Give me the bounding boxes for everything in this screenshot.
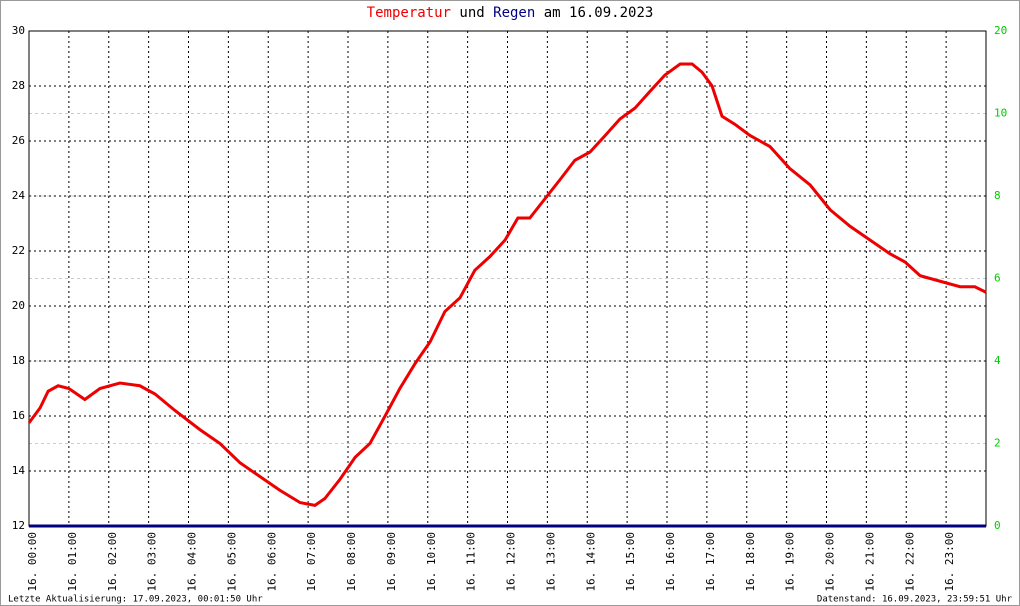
y2-tick-label: 20 (994, 24, 1007, 37)
title-text: am 16.09.2023 (544, 5, 654, 21)
x-tick-label: 16. 10:00 (425, 532, 438, 592)
x-tick-label: 16. 20:00 (824, 532, 837, 592)
y-tick-label: 24 (12, 189, 26, 202)
y2-tick-label: 6 (994, 272, 1001, 285)
footer-left: Letzte Aktualisierung: 17.09.2023, 00:01… (8, 595, 263, 605)
x-tick-label: 16. 17:00 (704, 532, 717, 592)
y-tick-label: 16 (12, 409, 25, 422)
x-tick-label: 16. 01:00 (66, 532, 79, 592)
y2-tick-label: 10 (994, 107, 1007, 120)
x-tick-label: 16. 21:00 (863, 532, 876, 592)
y-tick-label: 12 (12, 519, 25, 532)
y-tick-label: 14 (12, 464, 26, 477)
title-series: Temperatur (367, 5, 451, 21)
x-tick-label: 16. 23:00 (943, 532, 956, 592)
x-tick-label: 16. 22:00 (903, 532, 916, 592)
x-tick-label: 16. 19:00 (784, 532, 797, 592)
y2-tick-label: 4 (994, 354, 1001, 367)
title-text: und (459, 5, 484, 21)
x-tick-label: 16. 06:00 (265, 532, 278, 592)
x-tick-label: 16. 14:00 (584, 532, 597, 592)
footer-right: Datenstand: 16.09.2023, 23:59:51 Uhr (817, 595, 1013, 605)
x-tick-label: 16. 15:00 (624, 532, 637, 592)
y-tick-label: 30 (12, 24, 25, 37)
chart-title: Temperatur und Regen am 16.09.2023 (367, 5, 654, 21)
x-tick-label: 16. 03:00 (146, 532, 159, 592)
x-tick-label: 16. 04:00 (186, 532, 199, 592)
y2-tick-label: 8 (994, 189, 1001, 202)
x-tick-label: 16. 12:00 (505, 532, 518, 592)
x-tick-label: 16. 09:00 (385, 532, 398, 592)
y2-tick-label: 0 (994, 519, 1001, 532)
x-tick-label: 16. 18:00 (744, 532, 757, 592)
y-tick-label: 22 (12, 244, 25, 257)
y-tick-label: 18 (12, 354, 25, 367)
x-tick-label: 16. 11:00 (465, 532, 478, 592)
x-tick-label: 16. 08:00 (345, 532, 358, 592)
x-tick-label: 16. 13:00 (544, 532, 557, 592)
y2-tick-label: 2 (994, 437, 1001, 450)
x-tick-label: 16. 16:00 (664, 532, 677, 592)
y-tick-label: 28 (12, 79, 25, 92)
x-tick-label: 16. 02:00 (106, 532, 119, 592)
x-tick-label: 16. 07:00 (305, 532, 318, 592)
x-tick-label: 16. 00:00 (26, 532, 39, 592)
line-series (27, 62, 987, 507)
y-tick-label: 20 (12, 299, 25, 312)
x-tick-label: 16. 05:00 (225, 532, 238, 592)
title-series: Regen (493, 5, 535, 21)
y-tick-label: 26 (12, 134, 25, 147)
